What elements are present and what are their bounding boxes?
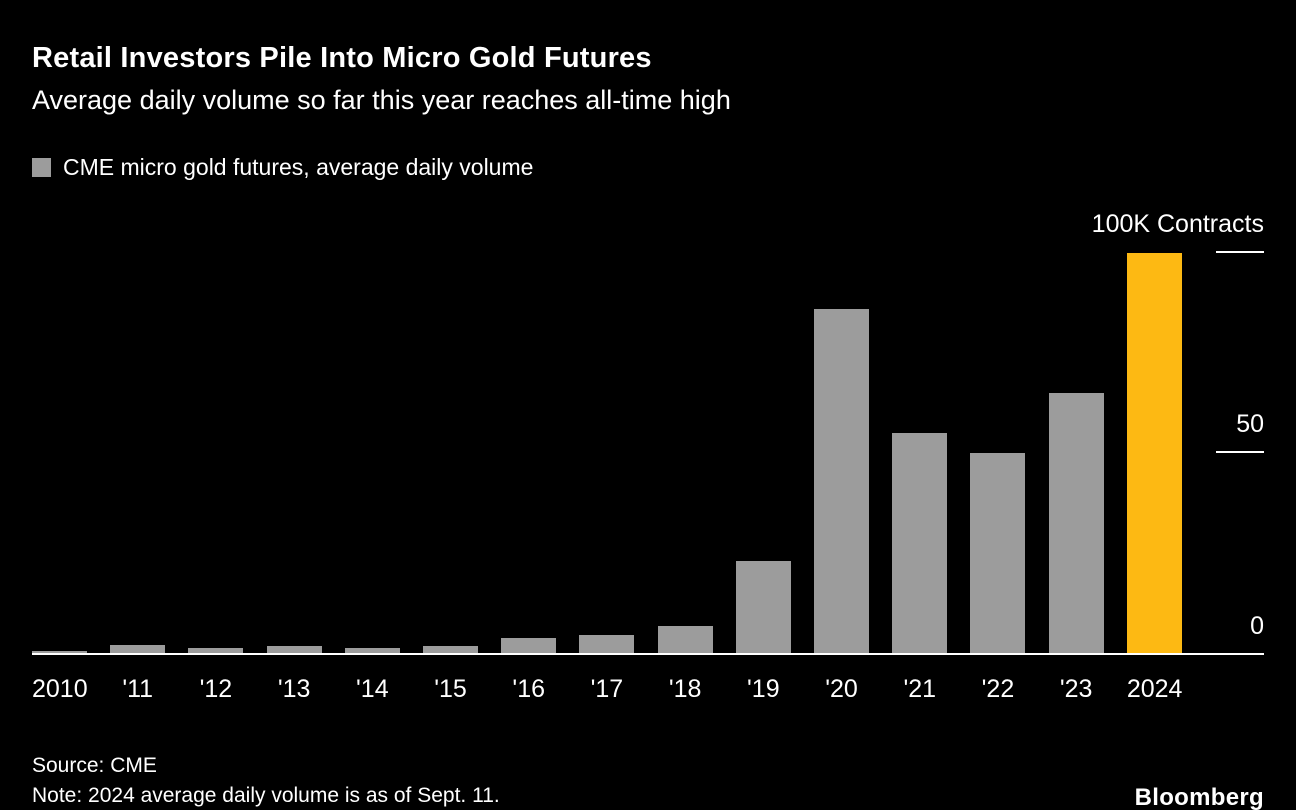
x-axis-label: '14 [356, 675, 389, 703]
y-tick-label: 100K Contracts [1091, 210, 1264, 238]
bar-chart: 100K Contracts 50 0 2010 '11 '12 '13 '14 '15 '16… [32, 210, 1264, 703]
x-axis-line [32, 653, 1264, 655]
x-axis-label: '20 [825, 675, 858, 703]
y-tick-label: 50 [1236, 410, 1264, 438]
bar-19 [735, 561, 791, 653]
source-text: Source: CME [32, 754, 157, 777]
legend-swatch-icon [32, 158, 51, 177]
bar-14 [344, 647, 400, 653]
bar-13 [266, 645, 322, 653]
x-axis-label: '17 [590, 675, 624, 703]
bar-18 [657, 625, 713, 653]
x-axis-label: '13 [277, 675, 311, 703]
y-tick: 100K Contracts [1092, 210, 1264, 253]
y-tick-mark [1216, 451, 1264, 453]
plot-area [32, 253, 1182, 653]
bar-22 [970, 453, 1026, 653]
x-axis-label: '23 [1059, 675, 1093, 703]
bar-16 [501, 637, 557, 653]
x-axis-label: '11 [122, 675, 154, 703]
y-tick-mark [1216, 251, 1264, 253]
footer: Source: CME Note: 2024 average daily vol… [32, 751, 1264, 810]
x-axis-label: '16 [512, 675, 546, 703]
x-axis-labels: 2010 '11 '12 '13 '14 '15 '16 '17 '18 '19 '20 '21 '22… [32, 675, 1182, 704]
y-tick-label: 0 [1250, 612, 1264, 640]
legend: CME micro gold futures, average daily vo… [32, 154, 1264, 181]
x-axis-label: '18 [668, 675, 702, 703]
footnotes: Source: CME Note: 2024 average daily vol… [32, 751, 500, 810]
y-tick: 0 [1216, 612, 1264, 653]
x-axis-label: 2010 [32, 675, 88, 703]
x-axis-label: '19 [747, 675, 780, 703]
x-axis-label: 2024 [1126, 675, 1183, 703]
y-tick: 50 [1216, 410, 1264, 453]
x-axis-label: '22 [981, 675, 1015, 703]
bar-2024 [1126, 253, 1182, 653]
x-axis-label: '12 [199, 675, 233, 703]
chart-title: Retail Investors Pile Into Micro Gold Fu… [32, 42, 652, 74]
legend-label: CME micro gold futures, average daily vo… [63, 154, 534, 180]
bar-21 [892, 433, 948, 653]
bar-2010 [32, 651, 87, 653]
bar-23 [1048, 393, 1104, 653]
chart-subtitle: Average daily volume so far this year re… [32, 85, 731, 115]
x-axis-label: '15 [434, 675, 467, 703]
bar-20 [814, 309, 870, 653]
x-axis-label: '21 [903, 675, 937, 703]
bar-12 [188, 648, 244, 653]
bar-11 [110, 645, 166, 653]
bar-17 [579, 635, 635, 653]
note-text: Note: 2024 average daily volume is as of… [32, 784, 500, 808]
bloomberg-logo: Bloomberg [1134, 783, 1264, 810]
bar-15 [423, 645, 479, 653]
